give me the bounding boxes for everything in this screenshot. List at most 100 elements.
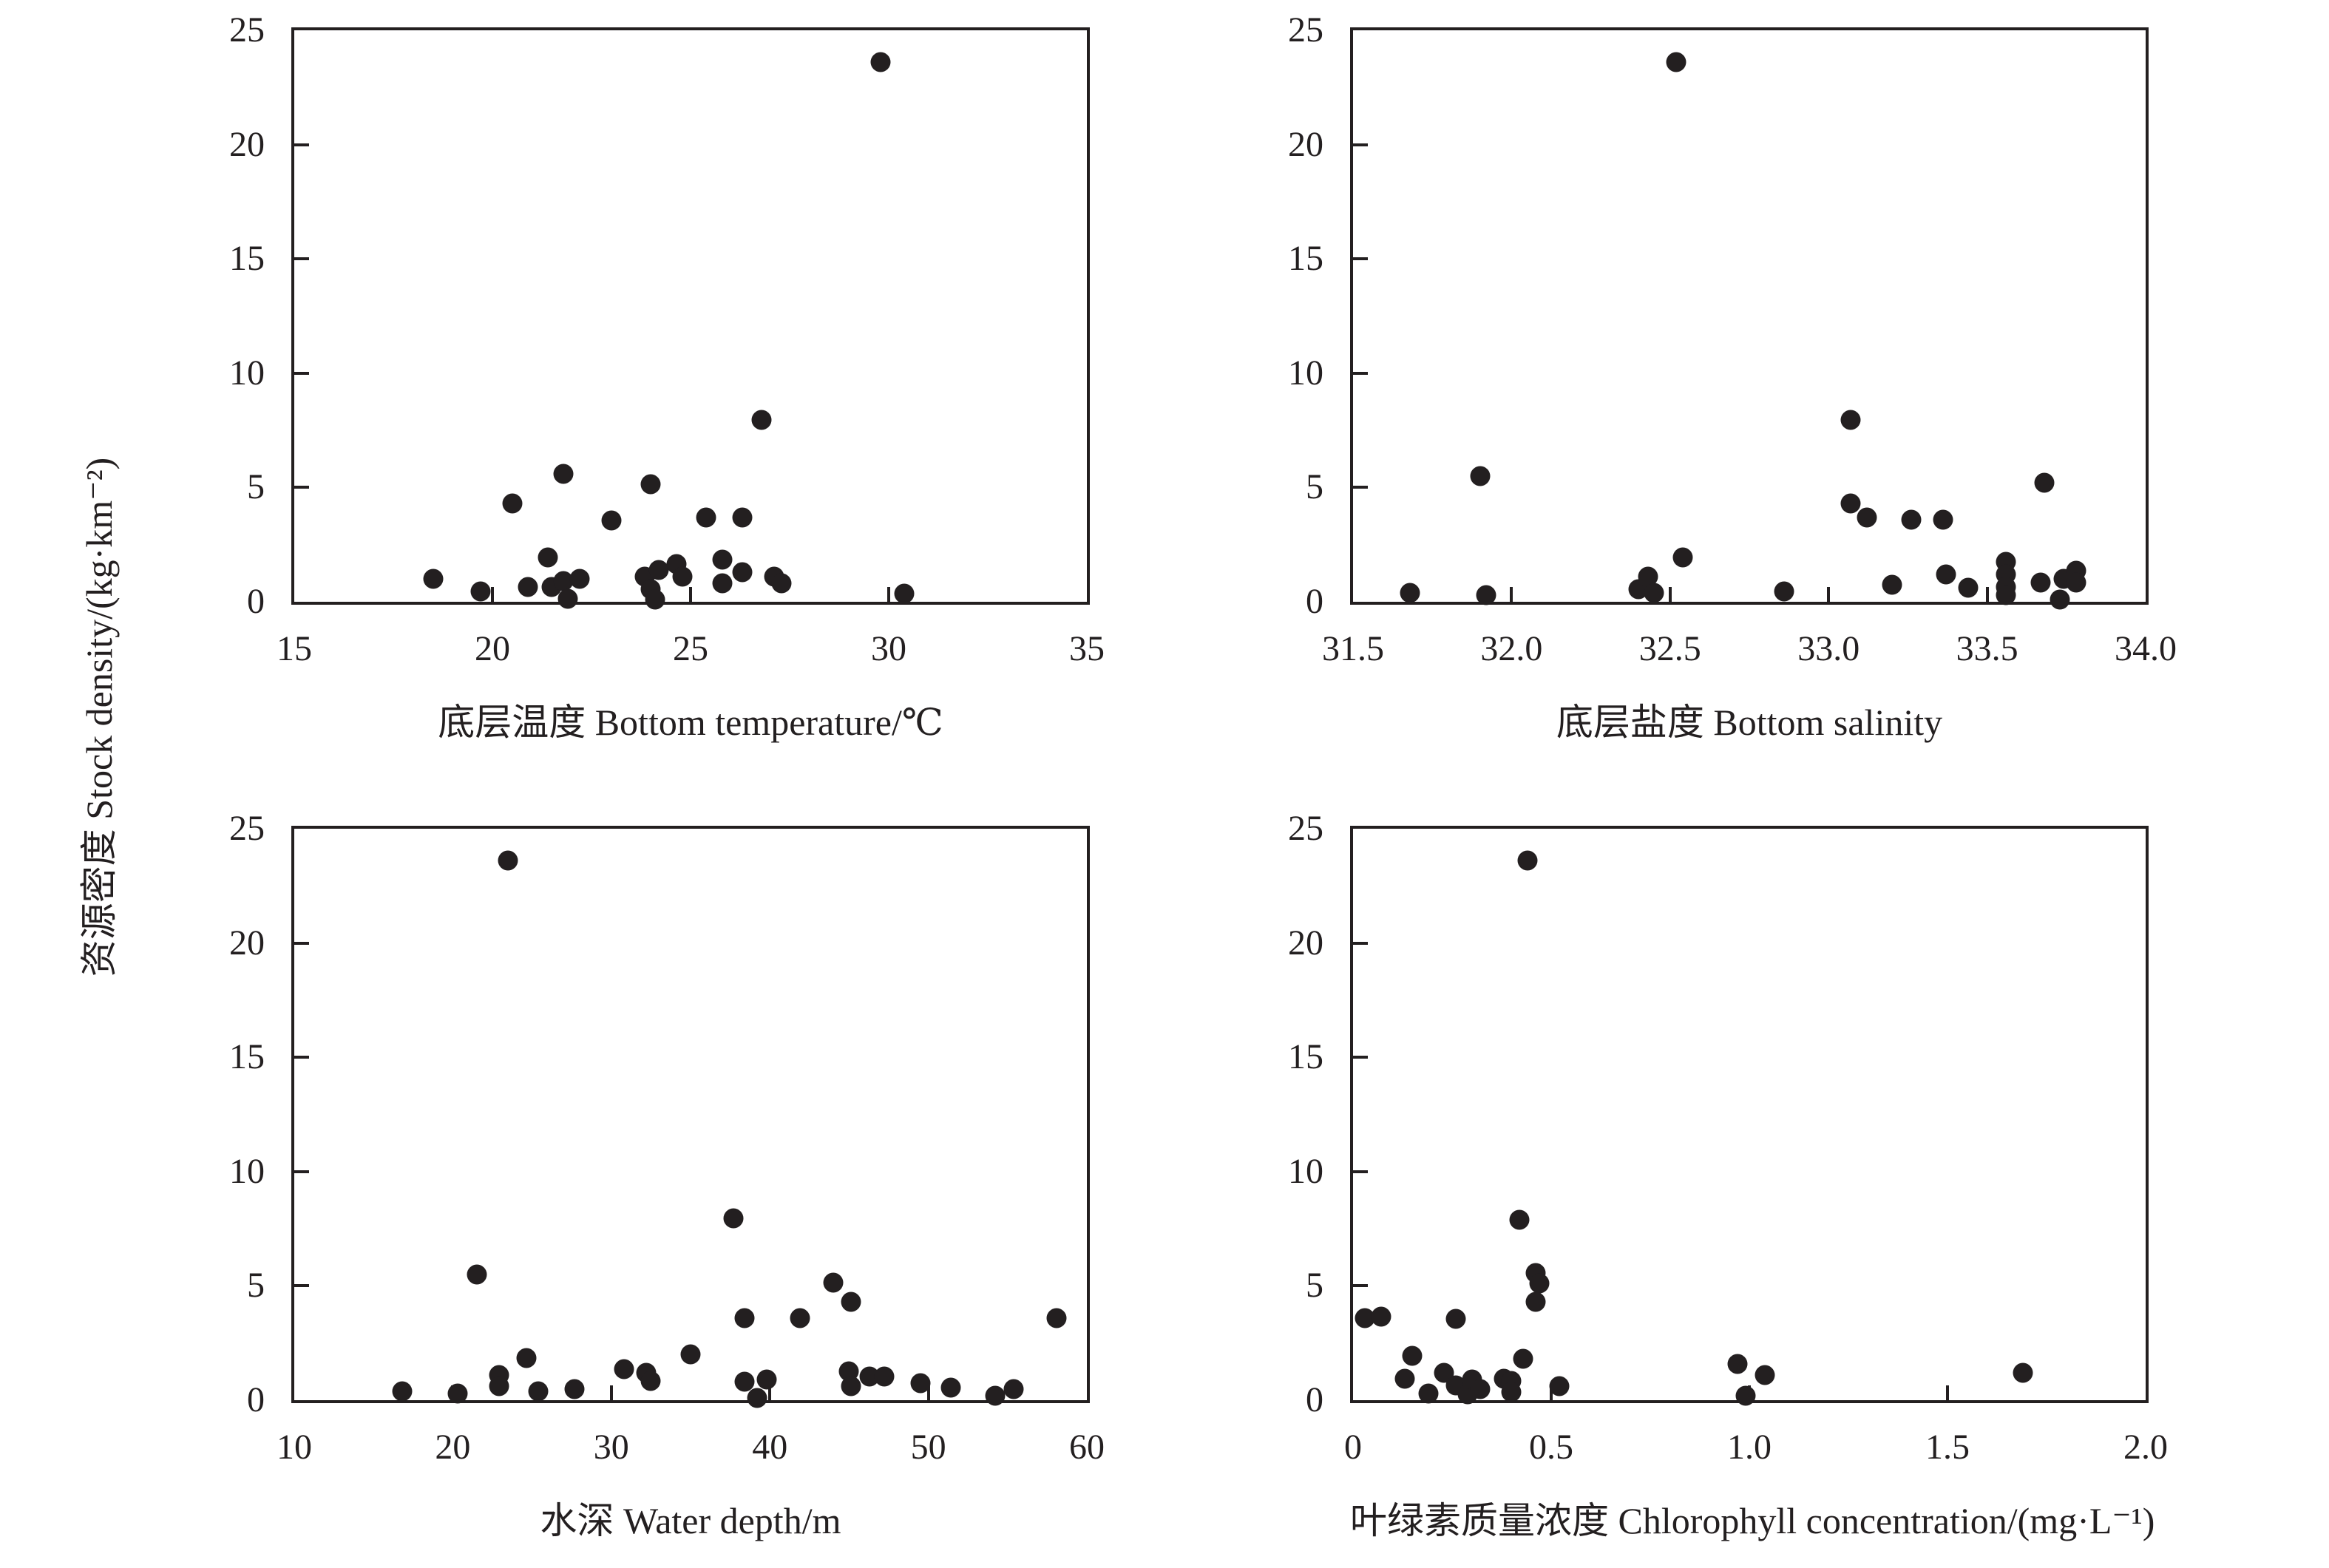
data-point [470, 581, 491, 602]
panel-bottom-salinity: 底层盐度 Bottom salinity 31.5 32.0 32.5 33.0 33.… [1288, 10, 2177, 743]
x-tick-mark [689, 587, 692, 602]
x-tick-mark [1668, 587, 1672, 602]
y-tick-label: 5 [1306, 1266, 1323, 1306]
data-point [1840, 410, 1861, 430]
y-tick-mark [1353, 486, 1368, 489]
y-tick-label: 25 [1288, 809, 1323, 848]
y-tick-label: 15 [1288, 239, 1323, 279]
y-tick-mark [1353, 143, 1368, 146]
data-point [1476, 585, 1496, 605]
data-point [1735, 1385, 1756, 1406]
x-tick-mark [609, 1385, 613, 1400]
y-tick-label: 20 [1288, 923, 1323, 963]
y-tick-mark [294, 257, 309, 261]
data-point [1755, 1365, 1775, 1385]
x-tick-label: 34.0 [2115, 629, 2177, 668]
x-tick-label: 32.5 [1638, 629, 1701, 668]
y-tick-label: 20 [229, 124, 265, 164]
data-point [1644, 583, 1664, 603]
x-tick-mark [768, 1385, 772, 1400]
data-point [1003, 1379, 1024, 1399]
y-tick-label: 10 [1288, 353, 1323, 393]
data-point [1400, 583, 1420, 603]
x-tick-label: 32.0 [1480, 629, 1543, 668]
data-point [1882, 574, 1902, 595]
data-point [1936, 564, 1956, 585]
plot-box-bottom-temperature [291, 27, 1090, 610]
data-point [516, 1348, 537, 1368]
y-tick-label: 25 [1288, 10, 1323, 50]
data-point [1840, 493, 1861, 514]
data-point [614, 1359, 634, 1379]
data-point [1517, 850, 1538, 871]
y-tick-label: 15 [229, 1037, 265, 1077]
x-tick-label: 60 [1069, 1428, 1105, 1467]
data-point [751, 410, 772, 430]
data-point [447, 1383, 468, 1404]
y-tick-label: 10 [229, 1151, 265, 1191]
x-tick-mark [887, 587, 890, 602]
data-point [1996, 585, 2016, 605]
x-axis-title-water-depth: 水深 Water depth/m [540, 1500, 841, 1541]
data-point [841, 1292, 861, 1312]
x-tick-mark [1946, 1385, 1949, 1400]
data-point [2050, 589, 2070, 610]
y-tick-mark [1353, 257, 1368, 261]
data-point [1445, 1309, 1466, 1329]
x-tick-mark [491, 587, 494, 602]
data-point [1958, 577, 1979, 598]
data-point [1470, 1379, 1491, 1399]
x-tick-label: 30 [871, 629, 906, 668]
data-point [538, 547, 558, 568]
x-tick-label: 50 [910, 1428, 946, 1467]
data-point [648, 560, 669, 580]
x-tick-label: 33.0 [1797, 629, 1860, 668]
x-tick-label: 20 [475, 629, 510, 668]
y-tick-label: 0 [1306, 1380, 1323, 1419]
data-point [1672, 547, 1693, 568]
data-point [1901, 509, 1922, 530]
data-point [732, 507, 753, 528]
y-tick-mark [294, 143, 309, 146]
data-point [467, 1264, 487, 1285]
data-point [1402, 1345, 1423, 1366]
x-tick-label: 0 [1344, 1428, 1362, 1467]
x-tick-label: 35 [1069, 629, 1105, 668]
data-point [1418, 1383, 1439, 1404]
y-tick-label: 0 [247, 1380, 265, 1419]
x-tick-mark [1827, 587, 1831, 602]
y-tick-mark [294, 1170, 309, 1173]
plot-box-water-depth [291, 826, 1090, 1408]
y-tick-mark [1353, 1284, 1368, 1288]
x-tick-label: 30 [593, 1428, 629, 1467]
x-tick-label: 15 [277, 629, 312, 668]
y-tick-mark [294, 941, 309, 945]
data-point [2030, 572, 2051, 593]
panel-water-depth: 水深 Water depth/m 10 20 30 40 50 60 0 5 10 15 20 25 [229, 809, 1105, 1541]
data-point [2066, 572, 2086, 593]
data-point [712, 573, 733, 594]
data-point [771, 573, 792, 594]
data-point [1727, 1354, 1748, 1374]
y-tick-label: 5 [247, 1266, 265, 1306]
y-tick-mark [1353, 371, 1368, 375]
x-tick-mark [926, 1385, 930, 1400]
y-tick-label: 15 [229, 239, 265, 279]
data-point [392, 1381, 413, 1402]
data-point [712, 549, 733, 570]
panel-chlorophyll: 叶绿素质量浓度 Chlorophyll concentration/(mg·L⁻… [1288, 809, 2168, 1541]
data-point [564, 1379, 585, 1399]
data-point [502, 493, 523, 514]
x-tick-label: 1.5 [1925, 1428, 1970, 1467]
x-tick-label: 2.0 [2123, 1428, 2168, 1467]
x-tick-mark [1510, 587, 1513, 602]
x-axis-title-bottom-temperature: 底层温度 Bottom temperature/℃ [438, 702, 943, 743]
y-tick-mark [1353, 1056, 1368, 1059]
data-point [1666, 52, 1686, 72]
data-point [1933, 509, 1953, 530]
data-point [985, 1385, 1006, 1406]
x-axis-title-bottom-salinity: 底层盐度 Bottom salinity [1556, 702, 1943, 743]
data-point [498, 850, 518, 871]
data-point [1549, 1376, 1570, 1396]
